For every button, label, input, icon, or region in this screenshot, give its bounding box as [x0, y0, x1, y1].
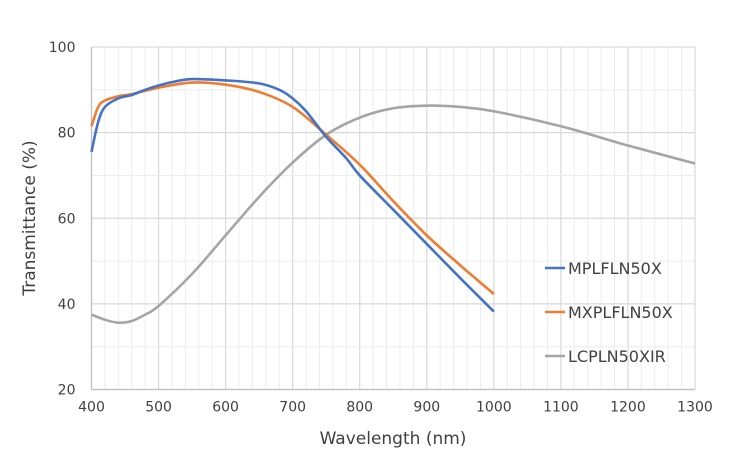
x-tick-label: 1300 [677, 400, 713, 416]
series-line-mplfln50x [90, 77, 495, 313]
x-tick-label: 1000 [476, 400, 512, 416]
x-axis-label: Wavelength (nm) [320, 429, 467, 449]
x-tick-label: 400 [78, 400, 105, 416]
legend-label: LCPLN50XIR [568, 347, 666, 366]
x-tick-label: 600 [212, 400, 239, 416]
x-tick-label: 1100 [543, 400, 579, 416]
y-tick-label: 60 [58, 211, 76, 227]
x-tick-label: 800 [346, 400, 373, 416]
x-tick-label: 700 [279, 400, 306, 416]
series-lines [90, 77, 696, 325]
x-tick-label: 500 [145, 400, 172, 416]
y-tick-label: 40 [58, 297, 76, 313]
legend: MPLFLN50X MXPLFLN50X LCPLN50XIR [545, 259, 673, 366]
x-tick-label: 900 [413, 400, 440, 416]
x-tick-label: 1200 [610, 400, 646, 416]
tick-labels: 400 500 600 700 800 900 1000 1100 1200 1300 20 40 60… [49, 40, 713, 416]
series-line-lcpln50xir [91, 104, 696, 325]
series-line-mxplfln50x [90, 81, 495, 296]
y-tick-label: 100 [49, 40, 76, 56]
y-tick-label: 20 [58, 383, 76, 399]
grid [90, 46, 696, 391]
y-tick-label: 80 [58, 126, 76, 142]
legend-label: MPLFLN50X [568, 259, 662, 278]
legend-label: MXPLFLN50X [568, 303, 673, 322]
y-axis-label: Transmittance (%) [20, 140, 40, 296]
